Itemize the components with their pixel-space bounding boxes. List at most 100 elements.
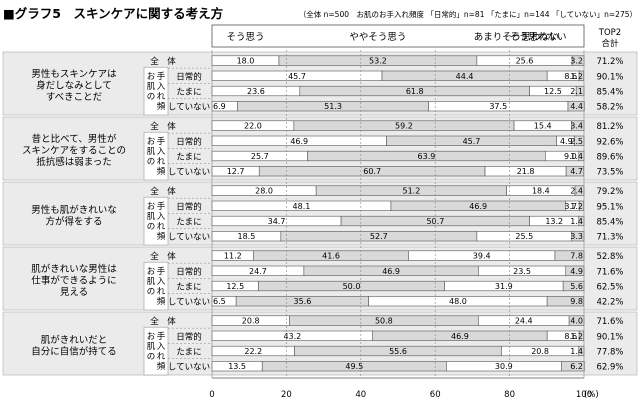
- group-label-char: 入: [157, 342, 166, 352]
- bar-value-label: 9.8: [570, 297, 583, 306]
- group-label-char: お: [147, 267, 156, 277]
- bar-value-label: 3.4: [570, 122, 583, 131]
- bar-value-label: 51.2: [402, 187, 420, 196]
- bar-value-label: 1.4: [570, 152, 583, 161]
- question-label: 昔と比べて、男性が: [32, 133, 117, 145]
- bar-value-label: 34.7: [268, 217, 286, 226]
- question-label: 抵抗感は弱まった: [36, 156, 112, 168]
- top2-value: 62.5%: [596, 283, 623, 293]
- row-label: たまに: [176, 348, 201, 358]
- question-label: すべきことだ: [46, 92, 103, 103]
- bar-value-label: 55.6: [389, 347, 407, 356]
- bar-segment: [578, 70, 584, 81]
- bar-value-label: 11.2: [224, 252, 242, 261]
- bar-value-label: 24.4: [515, 317, 533, 326]
- bar-value-label: 1.2: [570, 332, 583, 341]
- bar-value-label: 45.7: [463, 137, 481, 146]
- bar-value-label: 1.4: [570, 347, 583, 356]
- bar-value-label: 12.7: [227, 167, 245, 176]
- bar-value-label: 4.9: [560, 137, 573, 146]
- x-tick-label: 80: [504, 390, 515, 400]
- top2-value: 71.6%: [596, 317, 623, 327]
- group-label-char: れ: [157, 157, 166, 167]
- bar-value-label: 15.4: [534, 122, 552, 131]
- top2-value: 42.2%: [596, 298, 623, 308]
- group-label-char: 肌: [147, 82, 156, 92]
- bar-value-label: 44.4: [456, 72, 474, 81]
- bar-value-label: 25.6: [516, 57, 534, 66]
- bar-value-label: 6.2: [570, 362, 583, 371]
- group-label-char: 入: [157, 82, 166, 92]
- bar-value-label: 21.8: [517, 167, 535, 176]
- group-label-char: の: [147, 92, 156, 102]
- bar-value-label: 31.9: [495, 282, 513, 291]
- group-label-box: [143, 261, 169, 311]
- row-label: たまに: [176, 283, 201, 293]
- bar-value-label: 6.9: [213, 102, 226, 111]
- group-label-box: [143, 196, 169, 246]
- group-label-char: れ: [157, 352, 166, 362]
- bar-value-label: 25.5: [515, 232, 533, 241]
- group-label-char: れ: [157, 222, 166, 232]
- bar-value-label: 2.4: [570, 187, 583, 196]
- x-tick-label: 0: [209, 390, 214, 400]
- bar-segment: [565, 166, 584, 177]
- bar-value-label: 50.0: [343, 282, 361, 291]
- group-label-char: お: [147, 137, 156, 147]
- x-tick-label: 100: [576, 390, 592, 400]
- bar-segment: [578, 200, 584, 211]
- bar-value-label: 46.9: [382, 267, 400, 276]
- question-label: 肌がきれいだと: [41, 334, 108, 346]
- bar-value-label: 28.0: [255, 187, 273, 196]
- bar-segment: [561, 361, 585, 372]
- question-label: 肌がきれいな男性は: [31, 263, 117, 275]
- bar-value-label: 61.8: [406, 87, 424, 96]
- top2-value: 62.9%: [596, 363, 623, 373]
- bar-value-label: 46.9: [469, 202, 487, 211]
- bar-value-label: 3.3: [570, 232, 583, 241]
- bar-value-label: 23.5: [513, 267, 531, 276]
- bar-value-label: 4.0: [570, 317, 583, 326]
- bar-value-label: 37.5: [489, 102, 507, 111]
- group-label-char: 頻: [157, 166, 166, 177]
- row-label: 日常的: [176, 266, 202, 277]
- bar-segment: [546, 296, 584, 307]
- question-label: 見える: [60, 287, 88, 298]
- legend-entry: ややそう思う: [349, 32, 406, 43]
- top2-value: 58.2%: [596, 103, 623, 113]
- bar-value-label: 53.2: [369, 57, 387, 66]
- x-axis-unit: (%): [584, 390, 599, 400]
- bar-value-label: 5.6: [570, 282, 583, 291]
- bar-value-label: 4.7: [570, 167, 583, 176]
- bar-value-label: 52.7: [370, 232, 388, 241]
- legend-entry: そう思う: [226, 32, 264, 43]
- group-label-char: 入: [157, 212, 166, 222]
- top2-value: 79.2%: [596, 187, 623, 197]
- group-label-char: の: [147, 287, 156, 297]
- bar-value-label: 13.5: [228, 362, 246, 371]
- bar-value-label: 48.1: [293, 202, 311, 211]
- question-label: 男性もスキンケアは: [31, 68, 117, 80]
- row-label: たまに: [176, 218, 201, 228]
- legend-entry: あまりそう思わない: [474, 32, 560, 43]
- top2-value: 89.6%: [596, 153, 623, 163]
- bar-value-label: 3.2: [570, 57, 583, 66]
- bar-value-label: 48.0: [449, 297, 467, 306]
- top2-value: 77.8%: [596, 348, 623, 358]
- question-label: 仕事ができるように: [31, 275, 116, 287]
- group-label-box: [143, 326, 169, 376]
- group-label-char: 手: [157, 201, 166, 212]
- legend-box: [211, 24, 585, 48]
- group-label-char: れ: [157, 287, 166, 297]
- bar-value-label: 41.6: [322, 252, 340, 261]
- x-tick-label: 20: [281, 390, 292, 400]
- bar-segment: [567, 101, 585, 112]
- group-label-char: の: [147, 352, 156, 362]
- top2-value: 95.1%: [596, 202, 623, 212]
- row-label: していない: [168, 363, 210, 373]
- row-label: たまに: [176, 153, 201, 163]
- bar-value-label: 20.8: [531, 347, 549, 356]
